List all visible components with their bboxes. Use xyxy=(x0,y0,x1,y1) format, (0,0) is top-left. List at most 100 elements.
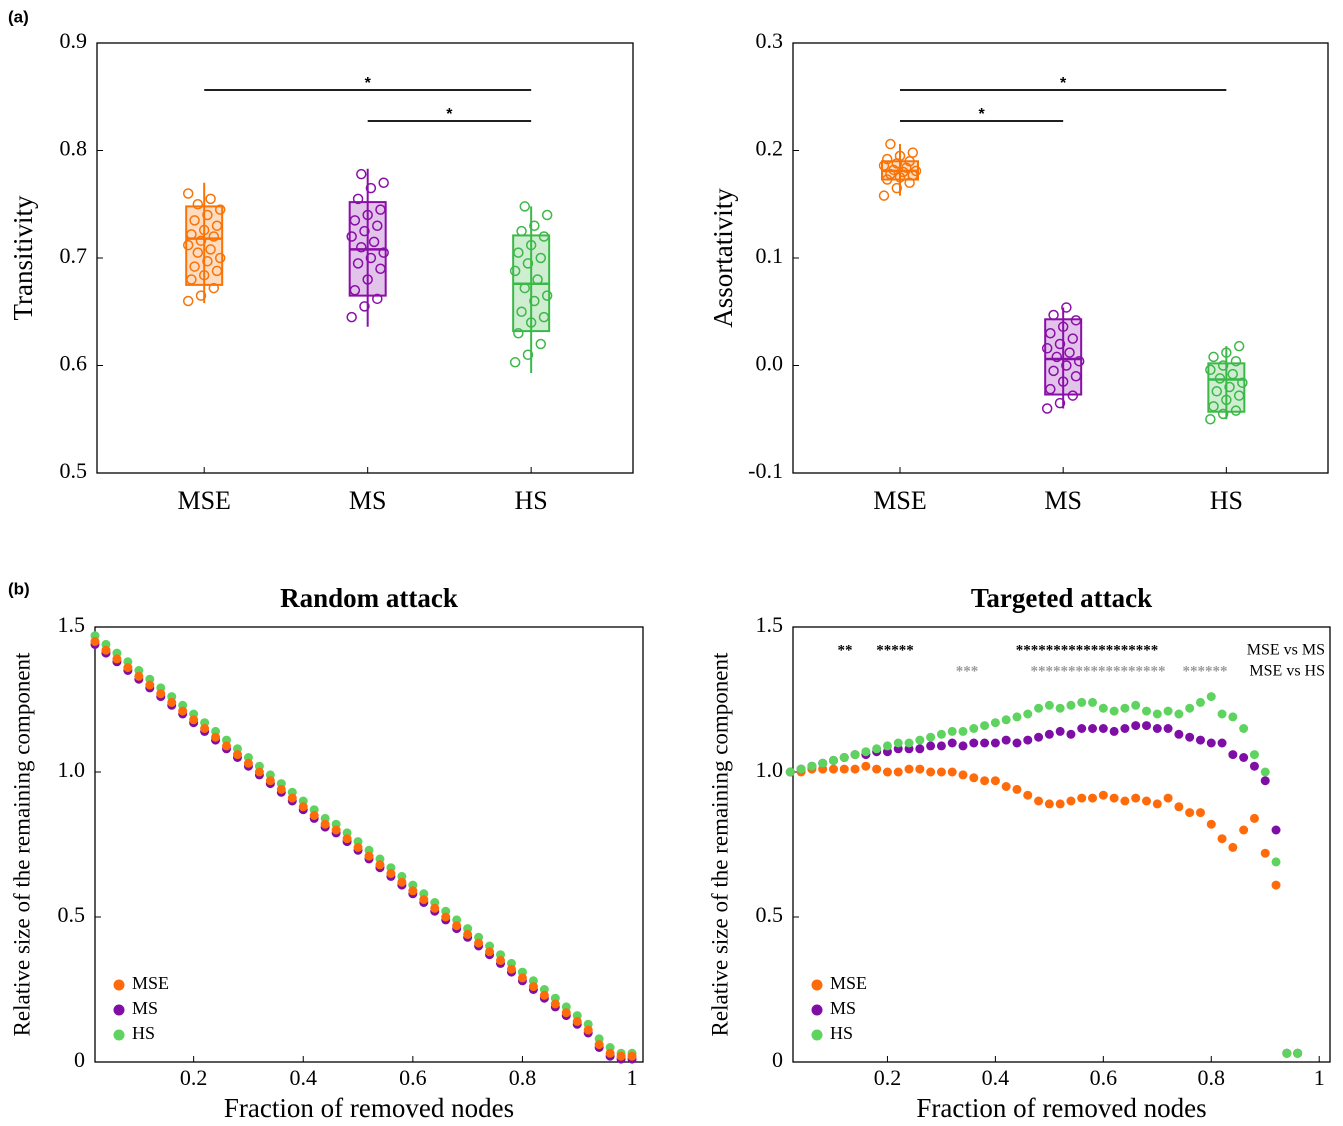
data-point xyxy=(359,301,370,312)
data-point xyxy=(1237,377,1248,388)
data-point xyxy=(232,750,242,760)
data-point xyxy=(189,215,200,226)
data-point xyxy=(474,938,484,948)
data-point xyxy=(375,860,385,870)
data-point xyxy=(1001,782,1011,791)
data-point xyxy=(796,764,806,774)
data-point xyxy=(1131,793,1141,803)
data-point xyxy=(1012,784,1022,794)
data-point xyxy=(1217,709,1227,719)
data-point xyxy=(1034,732,1044,742)
data-point xyxy=(926,767,936,777)
data-point xyxy=(1195,697,1205,707)
annotation: ** xyxy=(838,642,853,658)
data-point xyxy=(605,1048,615,1058)
data-point xyxy=(349,215,361,226)
x-tick-label: 0.6 xyxy=(399,1065,427,1090)
data-point xyxy=(1023,735,1033,745)
data-point xyxy=(1088,793,1098,803)
data-point xyxy=(969,773,979,783)
x-tick-label: MS xyxy=(349,486,387,515)
significance-label: * xyxy=(446,106,453,123)
data-point xyxy=(1088,697,1098,707)
data-point xyxy=(222,741,232,751)
data-point xyxy=(541,209,553,221)
data-point xyxy=(192,247,204,258)
legend-marker xyxy=(811,979,823,991)
y-axis-label: Relative size of the remaining component xyxy=(707,652,732,1036)
annotation: MSE vs MS xyxy=(1247,642,1325,659)
y-axis-label: Relative size of the remaining component xyxy=(9,652,34,1036)
chart-title: Random attack xyxy=(280,583,458,613)
annotation: ***** xyxy=(876,642,914,658)
y-axis-label: Transitivity xyxy=(8,195,38,321)
data-point xyxy=(947,726,957,736)
data-point xyxy=(430,903,440,913)
data-point xyxy=(1066,700,1076,710)
data-point xyxy=(532,274,543,285)
data-point xyxy=(1228,842,1238,852)
y-tick-label: 0.1 xyxy=(756,243,784,268)
data-point xyxy=(513,328,524,339)
data-point xyxy=(894,150,906,162)
data-point xyxy=(904,738,914,748)
data-point xyxy=(352,193,364,205)
data-point xyxy=(828,764,838,774)
data-point xyxy=(1054,338,1066,350)
data-point xyxy=(1001,735,1011,745)
y-tick-label: -0.1 xyxy=(748,458,783,483)
data-point xyxy=(123,663,133,673)
data-point xyxy=(1260,776,1270,786)
data-point xyxy=(1109,793,1119,803)
data-point xyxy=(878,160,890,171)
data-point xyxy=(419,895,429,905)
data-point xyxy=(1174,709,1184,719)
y-tick-label: 1.0 xyxy=(756,757,784,782)
data-point xyxy=(1109,726,1119,736)
data-point xyxy=(541,290,553,301)
data-point xyxy=(298,802,308,812)
data-point xyxy=(1048,365,1059,377)
x-tick-label: MSE xyxy=(873,486,926,515)
data-point xyxy=(1077,724,1087,733)
data-point xyxy=(375,263,386,274)
data-point xyxy=(331,825,341,835)
data-point xyxy=(947,767,957,777)
plot-frame xyxy=(792,42,1329,474)
x-tick-label: 0.2 xyxy=(874,1065,902,1090)
data-point xyxy=(1233,390,1245,401)
y-tick-label: 0.9 xyxy=(60,28,88,53)
plot-frame xyxy=(792,626,1331,1063)
data-point xyxy=(550,999,560,1009)
data-point xyxy=(1282,1048,1292,1058)
data-point xyxy=(182,188,194,199)
data-point xyxy=(881,153,893,165)
data-point xyxy=(368,236,380,248)
x-tick-label: MS xyxy=(1044,486,1082,515)
data-point xyxy=(828,755,838,765)
data-point xyxy=(342,834,352,844)
data-point xyxy=(352,258,364,269)
data-point xyxy=(320,819,330,829)
data-point xyxy=(1077,697,1087,707)
data-point xyxy=(1228,712,1238,722)
legend-marker xyxy=(811,1029,823,1041)
data-point xyxy=(178,706,188,716)
annotation: ******************* xyxy=(1016,642,1159,658)
data-point xyxy=(1217,408,1229,420)
data-point xyxy=(1142,796,1152,806)
data-point xyxy=(1098,790,1108,800)
data-point xyxy=(519,282,531,294)
data-point xyxy=(990,776,1000,786)
data-point xyxy=(1208,401,1219,412)
legend-label: MSE xyxy=(132,973,169,993)
data-point xyxy=(1239,825,1249,835)
data-point xyxy=(1205,414,1216,425)
data-point xyxy=(1217,738,1227,748)
data-point xyxy=(1054,397,1066,409)
panel-label: (a) xyxy=(8,7,29,26)
data-point xyxy=(878,190,890,201)
data-point xyxy=(872,764,882,774)
y-tick-label: 1.5 xyxy=(58,612,86,637)
data-point xyxy=(1239,753,1249,762)
